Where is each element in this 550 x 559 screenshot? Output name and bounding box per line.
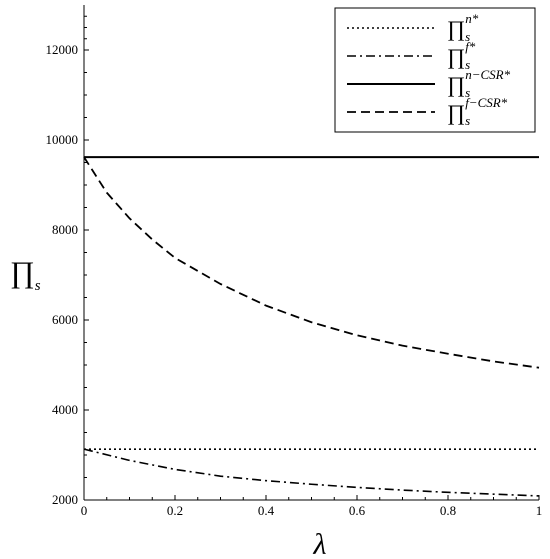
x-tick-label: 0 (81, 503, 88, 518)
y-tick-label: 12000 (46, 42, 79, 57)
series-group (83, 156, 540, 497)
legend-label-sup: f* (465, 39, 476, 54)
legend-label-sub: s (465, 113, 470, 128)
legend-label-sub: s (465, 57, 470, 72)
legend-label-sub: s (465, 29, 470, 44)
legend-label-sup: n−CSR* (465, 67, 510, 82)
y-tick-label: 8000 (52, 222, 78, 237)
x-tick-label: 0.4 (258, 503, 275, 518)
legend: ∏sn*∏sf*∏sn−CSR*∏sf−CSR* (334, 7, 536, 133)
y-tick-label: 10000 (46, 132, 79, 147)
legend-label-sup: n* (465, 11, 479, 26)
series-line-dashed (83, 156, 540, 369)
x-tick-label: 1 (536, 503, 543, 518)
y-tick-label: 4000 (52, 402, 78, 417)
legend-label-sub: s (465, 85, 470, 100)
y-axis-label: ∏s (10, 256, 41, 294)
series-line-dashdot (83, 448, 540, 497)
legend-label-sup: f−CSR* (465, 95, 507, 110)
x-tick-label: 0.2 (167, 503, 183, 518)
y-tick-label: 6000 (52, 312, 78, 327)
x-tick-label: 0.6 (349, 503, 366, 518)
y-tick-label: 2000 (52, 492, 78, 507)
x-tick-label: 0.8 (440, 503, 456, 518)
y-axis-label-sub: s (35, 278, 41, 294)
x-axis-label: λ (313, 528, 327, 559)
